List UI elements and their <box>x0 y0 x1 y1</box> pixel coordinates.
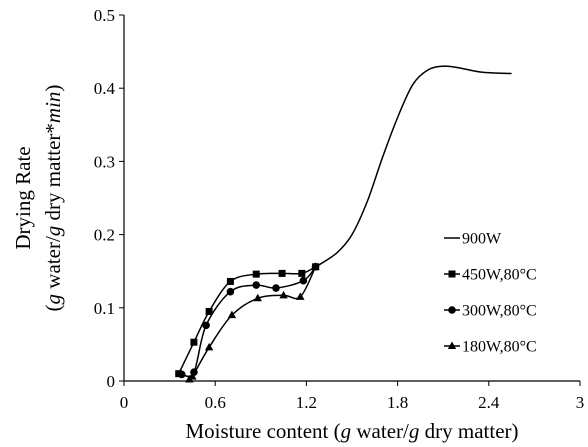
y-tick-label: 0.1 <box>94 299 115 318</box>
legend-item: 180W,80°C <box>444 339 537 356</box>
data-point <box>253 293 262 302</box>
series-3 <box>185 262 320 383</box>
legend-item: 450W,80°C <box>444 267 537 284</box>
series-line <box>316 65 512 267</box>
x-tick-label: 0.6 <box>205 393 226 412</box>
legend-item: 300W,80°C <box>444 303 537 320</box>
data-point <box>204 342 214 351</box>
y-axis-label-line1: Drying Rate <box>11 146 35 249</box>
series-layer <box>175 65 512 383</box>
y-tick-label: 0.4 <box>94 79 116 98</box>
ticks: 0 0.1 0.2 0.3 0.4 0.5 0 0.6 1.2 1.8 2.4 3 <box>94 6 585 412</box>
data-point <box>202 321 210 330</box>
legend-label: 450W,80°C <box>462 267 537 284</box>
data-point <box>252 281 261 289</box>
data-point <box>188 372 197 380</box>
x-axis-label: Moisture content (g water/g dry matter) <box>186 419 519 443</box>
y-tick-label: 0.3 <box>94 152 115 171</box>
axes <box>123 15 580 382</box>
data-point <box>298 269 306 277</box>
data-point <box>311 262 320 270</box>
x-tick-label: 0 <box>120 393 129 412</box>
legend-label: 180W,80°C <box>462 339 537 356</box>
data-point <box>190 338 198 346</box>
data-point <box>296 292 305 300</box>
data-point <box>226 287 235 296</box>
series-line <box>178 266 316 375</box>
data-point <box>299 276 308 285</box>
y-tick-label: 0.5 <box>94 6 115 25</box>
legend-marker <box>448 306 456 314</box>
series-0 <box>316 65 512 267</box>
x-tick-label: 1.2 <box>296 393 317 412</box>
legend-marker <box>448 270 456 278</box>
data-point <box>205 307 213 315</box>
legend-label: 900W <box>462 231 502 248</box>
y-tick-label: 0.2 <box>94 226 115 245</box>
legend-label: 300W,80°C <box>462 303 537 320</box>
legend-marker <box>447 341 457 349</box>
legend: 900W 450W,80°C 300W,80°C 180W,80°C <box>444 231 537 356</box>
data-point <box>226 277 234 285</box>
legend-item: 900W <box>444 231 502 248</box>
data-point <box>279 290 288 299</box>
series-2 <box>177 263 320 379</box>
data-point <box>177 370 186 379</box>
data-point <box>252 270 260 278</box>
data-point <box>272 284 280 292</box>
x-tick-label: 3 <box>576 393 585 412</box>
y-tick-label: 0 <box>107 372 116 391</box>
x-tick-label: 1.8 <box>387 393 408 412</box>
data-point <box>278 269 286 277</box>
y-axis-label-line2: (g water/g dry matter*min) <box>41 85 65 312</box>
x-tick-label: 2.4 <box>478 393 500 412</box>
data-point <box>227 310 237 319</box>
